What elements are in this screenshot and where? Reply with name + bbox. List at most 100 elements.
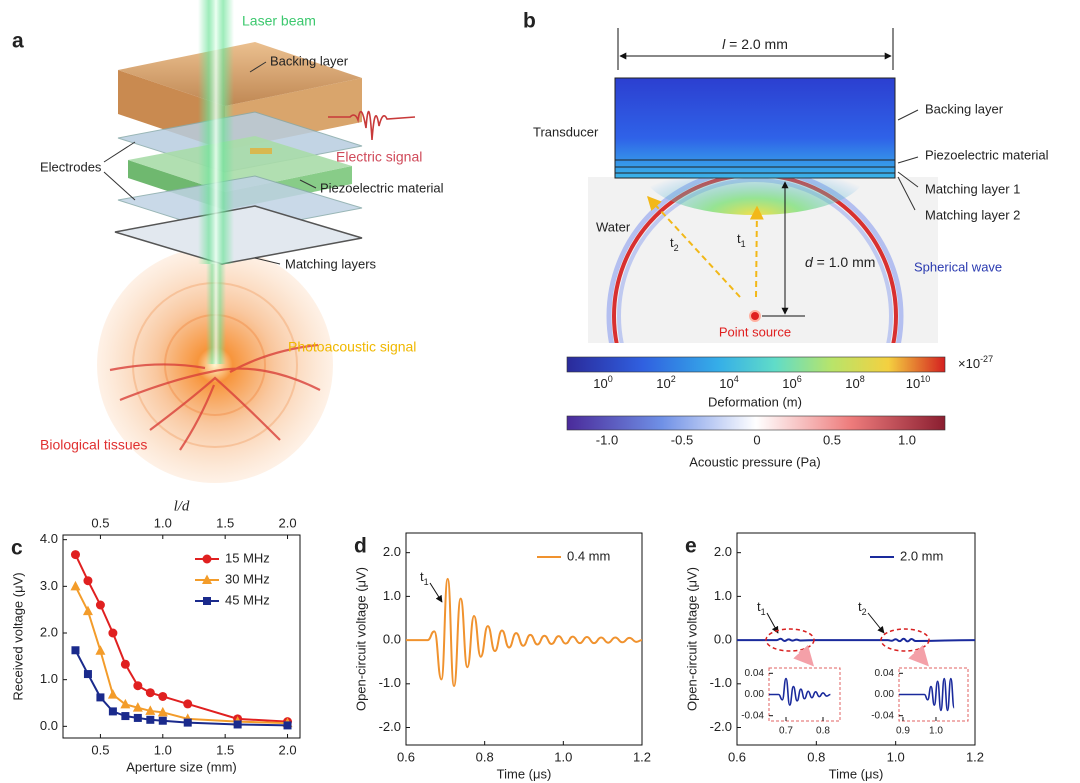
annotation-part: 1 [424, 577, 429, 587]
colorbar-tick: 0 [753, 432, 760, 447]
panel-label: d [354, 535, 367, 558]
y-tick-label: 0.00 [875, 689, 895, 700]
marker [82, 605, 93, 616]
label: Piezoelectric material [925, 147, 1049, 162]
y-tick-label: 0.04 [745, 668, 765, 679]
x-tick-label: 0.6 [728, 749, 746, 764]
annotation-part: t [420, 569, 424, 584]
colorbar-tick-part: 0 [608, 374, 613, 384]
leader [897, 109, 919, 121]
marker [107, 689, 118, 699]
y-tick-label: 0.0 [714, 632, 732, 647]
annotation-arrow [766, 612, 779, 634]
marker [70, 580, 81, 591]
annotation-arrow [867, 612, 885, 634]
marker [145, 688, 155, 698]
colorbar-tick-part: 10 [845, 376, 859, 391]
panel-label: e [685, 535, 697, 558]
marker [83, 670, 92, 679]
marker [71, 646, 80, 655]
marker [202, 554, 212, 564]
marker [95, 600, 105, 610]
marker [158, 716, 167, 725]
annotation: t1 [757, 599, 766, 617]
marker [157, 706, 168, 717]
colorbar-tick-part: 10 [782, 376, 796, 391]
y-tick-label: -2.0 [710, 719, 732, 734]
marker [108, 628, 118, 638]
marker [158, 691, 168, 701]
annotation: t1 [420, 569, 429, 587]
marker [121, 712, 130, 721]
label: Spherical wave [914, 259, 1002, 274]
legend-label: 30 MHz [225, 571, 270, 586]
y-tick-label: 1.0 [40, 671, 58, 686]
x-axis-label: Aperture size (mm) [126, 759, 237, 774]
marker [145, 705, 156, 715]
y-tick-label: 1.0 [714, 588, 732, 603]
marker [283, 721, 292, 730]
vessels [109, 343, 321, 451]
colorbar-tick-part: 10 [719, 376, 733, 391]
annotation-part: 2 [862, 607, 867, 617]
panel-label: c [11, 537, 23, 560]
colorbar-tick: 0.5 [823, 432, 841, 447]
x-tick-label: 1.5 [216, 742, 234, 757]
x-tick-label: 0.8 [816, 726, 830, 737]
annotation-part: t [757, 599, 761, 614]
y-tick-label: 0.0 [40, 718, 58, 733]
x2-tick-label: 1.5 [216, 515, 234, 530]
x-tick-label: 0.8 [807, 749, 825, 764]
legend-label: 0.4 mm [567, 548, 610, 563]
y-tick-label: -0.04 [871, 710, 894, 721]
colorbar-tick: 104 [719, 374, 738, 391]
tab [250, 148, 272, 154]
charts: 0.5 1.0 1.5 2.0 0.0 1.0 2.0 3.0 4.0 0.5 1.0 1.5 2.0 A… [10, 498, 984, 781]
x-tick-label: 0.9 [896, 726, 910, 737]
label: Backing layer [925, 101, 1004, 116]
y-tick-label: 1.0 [383, 588, 401, 603]
label: Matching layer 1 [925, 181, 1020, 196]
label: t1 [737, 231, 746, 249]
length-label: l = 2.0 mm [722, 36, 788, 52]
marker [183, 718, 192, 727]
x2-tick-label: 2.0 [278, 515, 296, 530]
colorbar-tick: 1.0 [898, 432, 916, 447]
point-source [749, 310, 761, 322]
leader [103, 141, 136, 163]
leader [249, 61, 267, 73]
label: Electric signal [336, 149, 422, 165]
zoom-arrow [793, 644, 815, 667]
wave-ring [606, 177, 904, 343]
marker [202, 574, 212, 584]
tissue [97, 247, 333, 483]
leader [897, 171, 919, 188]
plot-frame [405, 532, 643, 746]
label: Piezoelectric material [320, 180, 444, 195]
legend-label: 45 MHz [225, 592, 270, 607]
zoom-arrow [908, 644, 930, 667]
distance-label: d = 1.0 mm [805, 254, 875, 270]
y-tick-label: 4.0 [40, 531, 58, 546]
colorbar-tick: 108 [845, 374, 864, 391]
laser-beam [198, 0, 234, 264]
x-tick-label: 1.0 [554, 749, 572, 764]
colorbar-tick-part: 6 [797, 374, 802, 384]
marker [133, 681, 143, 691]
y-tick-label: 2.0 [714, 544, 732, 559]
marker [203, 597, 211, 605]
marker [95, 645, 106, 655]
colorbar-tick: -1.0 [596, 432, 618, 447]
x-tick-label: 1.2 [633, 749, 651, 764]
y-tick-label: -2.0 [379, 719, 401, 734]
annotation: t2 [858, 599, 867, 617]
colorbar-tick-part: 4 [734, 374, 739, 384]
y-axis-label: Open-circuit voltage (μV) [684, 567, 699, 711]
y-tick-label: 3.0 [40, 578, 58, 593]
series-line [898, 677, 955, 712]
panel-label: a [12, 30, 24, 53]
wave-ring [612, 177, 898, 343]
series-line [768, 677, 831, 706]
x-tick-label: 1.0 [154, 742, 172, 757]
